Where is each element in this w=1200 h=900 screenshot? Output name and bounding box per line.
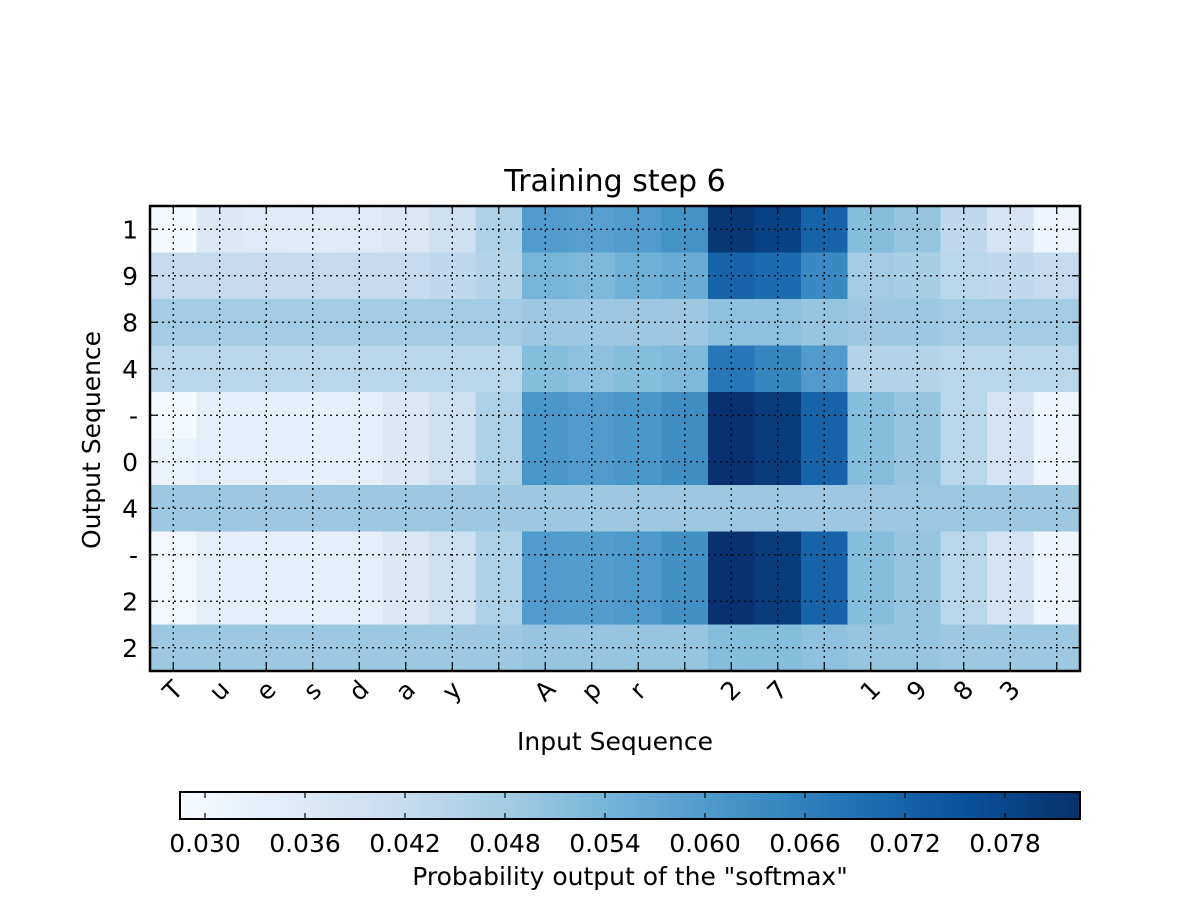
y-axis-ticks: 1 9 8 4 - 0 4 - 2 2 (122, 215, 1080, 663)
x-tick-label: r (624, 676, 652, 704)
y-tick-label: 2 (122, 587, 138, 616)
x-tick-label: 7 (762, 675, 794, 707)
y-axis-label: Output Sequence (77, 331, 106, 549)
x-tick-label: 2 (715, 675, 747, 707)
y-tick-label: - (129, 541, 138, 570)
x-tick-label: d (343, 675, 375, 707)
y-tick-label: 1 (122, 215, 138, 244)
x-tick-label: e (250, 675, 281, 706)
heatmap-cell (382, 252, 430, 300)
x-tick-label: 8 (948, 675, 980, 707)
plot-frame (148, 204, 1082, 673)
x-tick-label: u (204, 675, 236, 707)
heatmap-cell (754, 438, 802, 486)
x-tick-label: A (529, 674, 562, 707)
colorbar-tick-label: 0.036 (269, 829, 341, 858)
x-axis-label: Input Sequence (517, 727, 713, 756)
colorbar-tick-label: 0.042 (369, 829, 441, 858)
grid-lines (150, 206, 1080, 671)
heatmap-cell (196, 438, 244, 486)
y-tick-label: 4 (122, 494, 138, 523)
colorbar-tick-label: 0.060 (669, 829, 741, 858)
colorbar-ticks: 0.030 0.036 0.042 0.048 0.054 0.060 0.066 0.072… (169, 792, 1041, 858)
y-tick-label: 0 (122, 448, 138, 477)
x-tick-label: 1 (855, 675, 887, 707)
colorbar-label: Probability output of the "softmax" (412, 862, 847, 891)
heatmap-cell (940, 252, 988, 300)
colorbar-tick-label: 0.066 (769, 829, 841, 858)
chart-title: Training step 6 (503, 164, 725, 199)
colorbar-tick-label: 0.072 (869, 829, 941, 858)
heatmap-cell (568, 438, 616, 486)
y-tick-label: - (129, 401, 138, 430)
heatmap-cell (196, 252, 244, 300)
heatmap-cell (940, 438, 988, 486)
colorbar-tick-label: 0.078 (969, 829, 1041, 858)
colorbar-tick-label: 0.048 (469, 829, 541, 858)
y-tick-label: 8 (122, 308, 138, 337)
colorbar (179, 791, 1081, 820)
y-tick-label: 9 (122, 262, 138, 291)
x-tick-label: a (390, 675, 421, 706)
x-tick-label: y (436, 675, 467, 706)
colorbar-tick-label: 0.054 (569, 829, 641, 858)
x-tick-label: T (157, 674, 190, 707)
x-tick-label: 9 (901, 675, 933, 707)
x-tick-label: s (298, 676, 328, 706)
colorbar-tick-label: 0.030 (169, 829, 241, 858)
y-tick-label: 2 (122, 634, 138, 663)
heatmap-cell (382, 438, 430, 486)
heatmap-cell (568, 252, 616, 300)
y-tick-label: 4 (122, 355, 138, 384)
x-tick-label: p (576, 675, 608, 707)
x-tick-label: 3 (994, 675, 1026, 707)
heatmap-cell (754, 252, 802, 300)
